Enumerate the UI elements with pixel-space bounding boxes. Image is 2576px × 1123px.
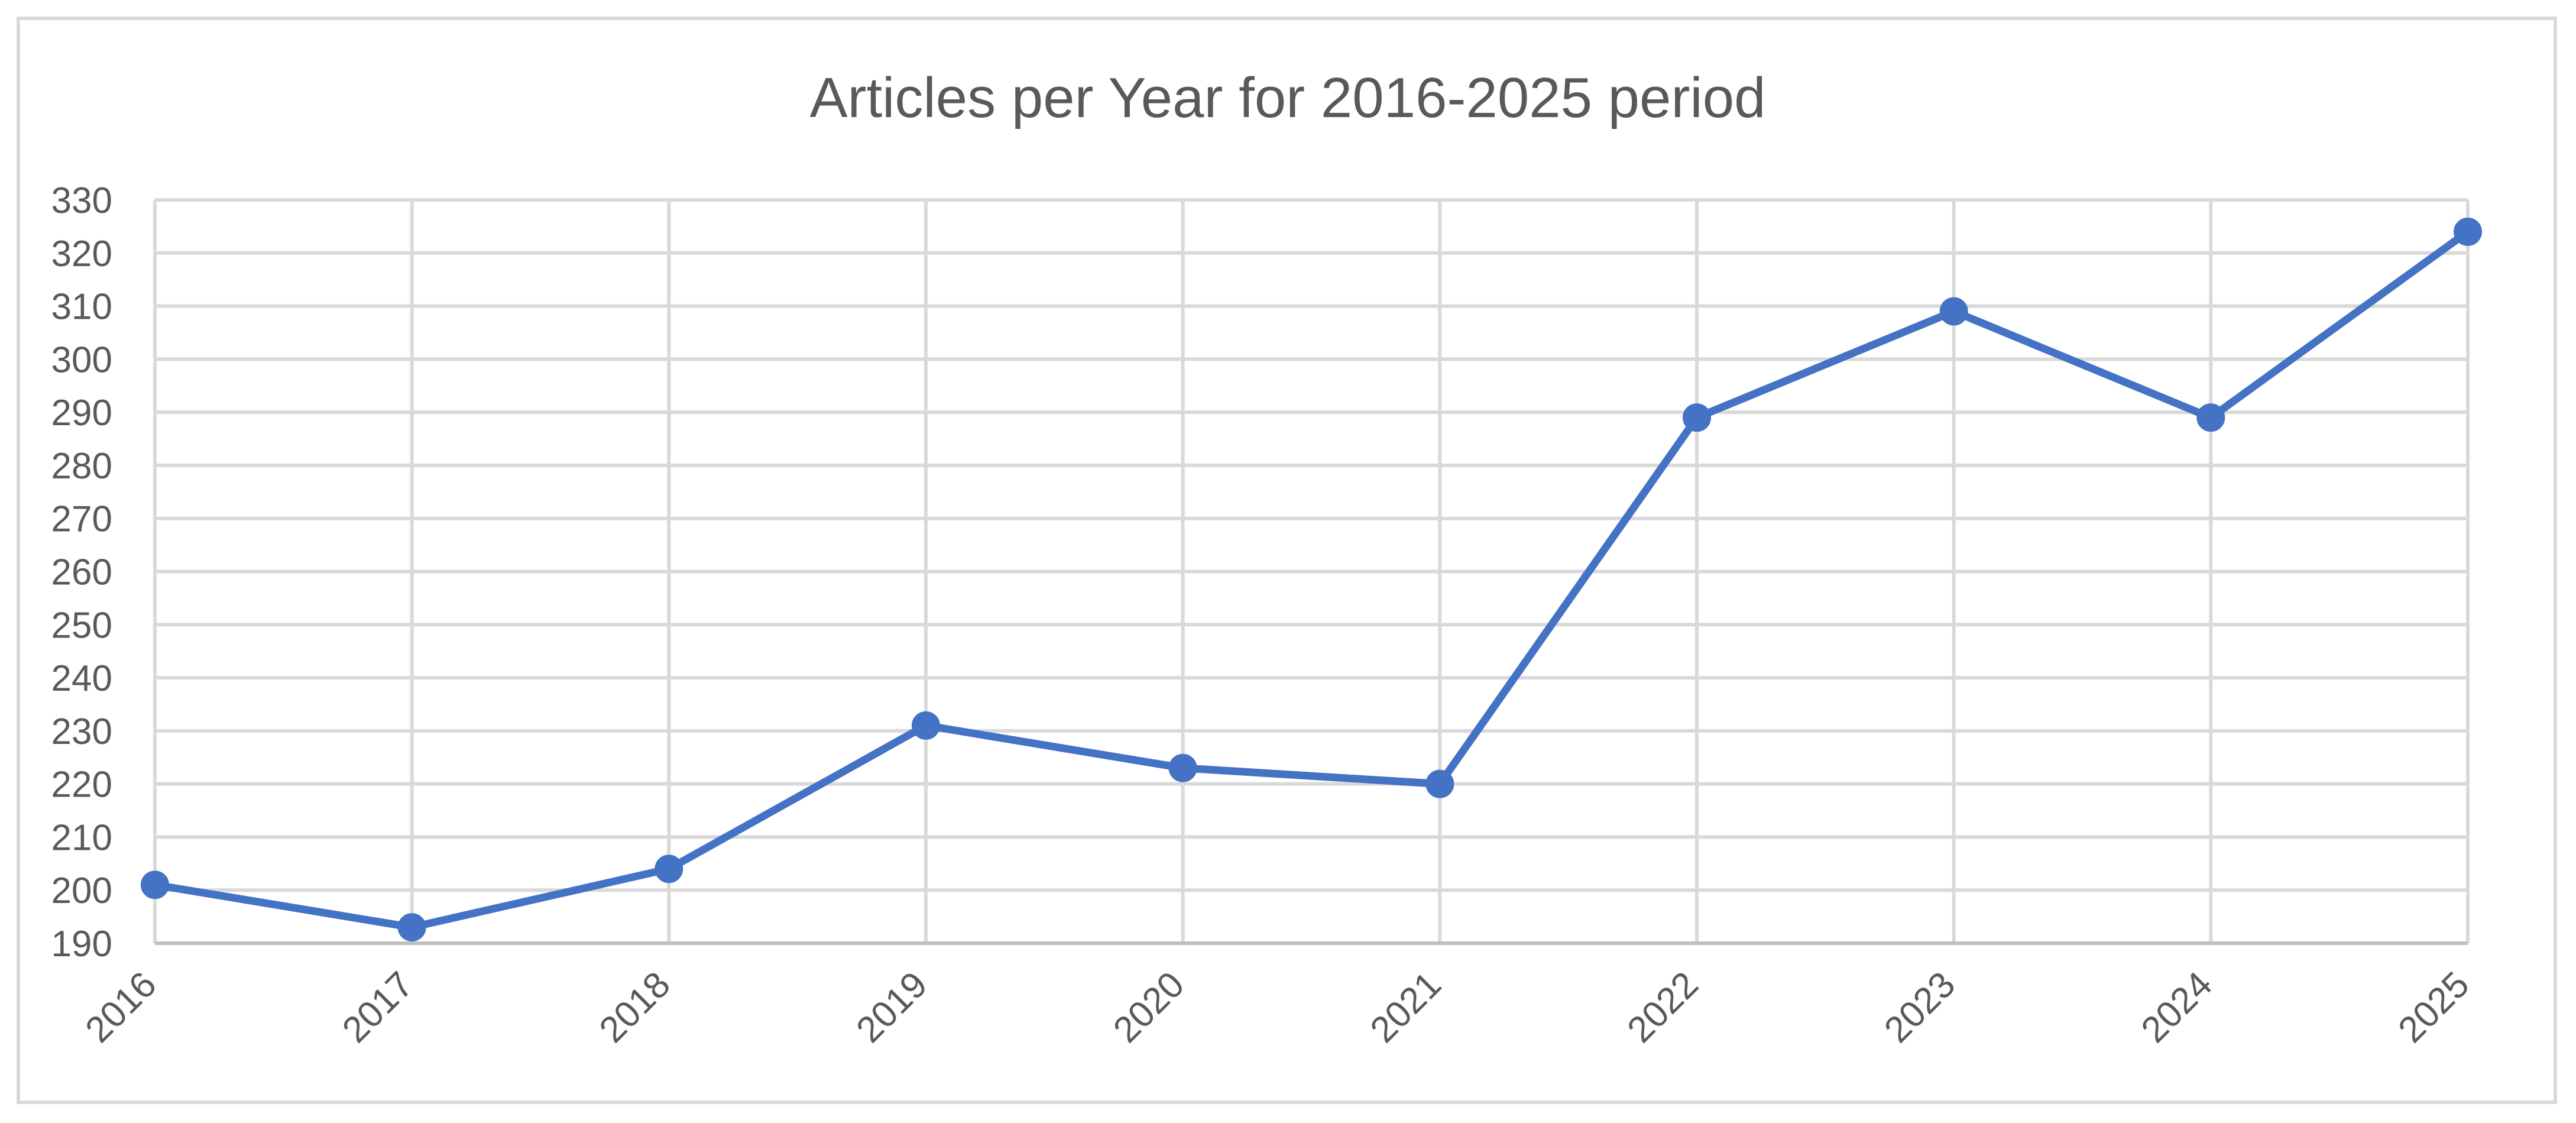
series-line — [151, 228, 2472, 931]
y-tick-label: 230 — [51, 711, 112, 752]
data-point-marker — [1425, 769, 1454, 798]
data-point-marker — [912, 711, 940, 740]
y-tick-label: 300 — [51, 339, 112, 380]
data-point-marker — [397, 913, 426, 942]
data-point-marker — [654, 855, 683, 883]
y-tick-label: 220 — [51, 765, 112, 805]
x-tick-label: 2020 — [1106, 964, 1192, 1050]
x-tick-label: 2018 — [592, 964, 678, 1050]
y-tick-label: 190 — [51, 924, 112, 965]
data-point-marker — [2454, 217, 2482, 246]
x-tick-label: 2017 — [335, 964, 421, 1050]
x-tick-label: 2022 — [1619, 964, 1706, 1050]
data-point-marker — [1939, 297, 1968, 326]
y-tick-label: 240 — [51, 658, 112, 699]
y-axis-tick-labels: 190 200 210 220 230 240 250 260 270 280 290 300 310 3… — [51, 180, 112, 965]
y-tick-label: 310 — [51, 287, 112, 328]
y-tick-label: 320 — [51, 234, 112, 274]
grid-layer — [153, 198, 2470, 943]
y-tick-label: 210 — [51, 817, 112, 858]
y-tick-label: 260 — [51, 552, 112, 593]
y-tick-label: 280 — [51, 446, 112, 487]
series-layer — [141, 217, 2482, 942]
x-tick-label: 2016 — [77, 964, 164, 1050]
x-tick-label: 2019 — [848, 964, 935, 1050]
data-point-marker — [1168, 753, 1197, 782]
y-tick-label: 290 — [51, 393, 112, 433]
data-point-marker — [2196, 403, 2225, 432]
y-tick-label: 270 — [51, 499, 112, 540]
y-tick-label: 200 — [51, 870, 112, 911]
y-tick-label: 330 — [51, 180, 112, 221]
x-tick-label: 2024 — [2134, 964, 2220, 1050]
x-tick-label: 2021 — [1363, 964, 1449, 1050]
data-point-marker — [141, 870, 169, 899]
x-tick-label: 2023 — [1877, 964, 1963, 1050]
x-axis-tick-labels: 2016 2017 2018 2019 2020 2021 2022 2023 2024 2025 — [77, 964, 2477, 1050]
y-tick-label: 250 — [51, 605, 112, 646]
chart-title: Articles per Year for 2016-2025 period — [809, 66, 1765, 130]
data-point-marker — [1683, 403, 1711, 432]
x-tick-label: 2025 — [2390, 964, 2477, 1050]
